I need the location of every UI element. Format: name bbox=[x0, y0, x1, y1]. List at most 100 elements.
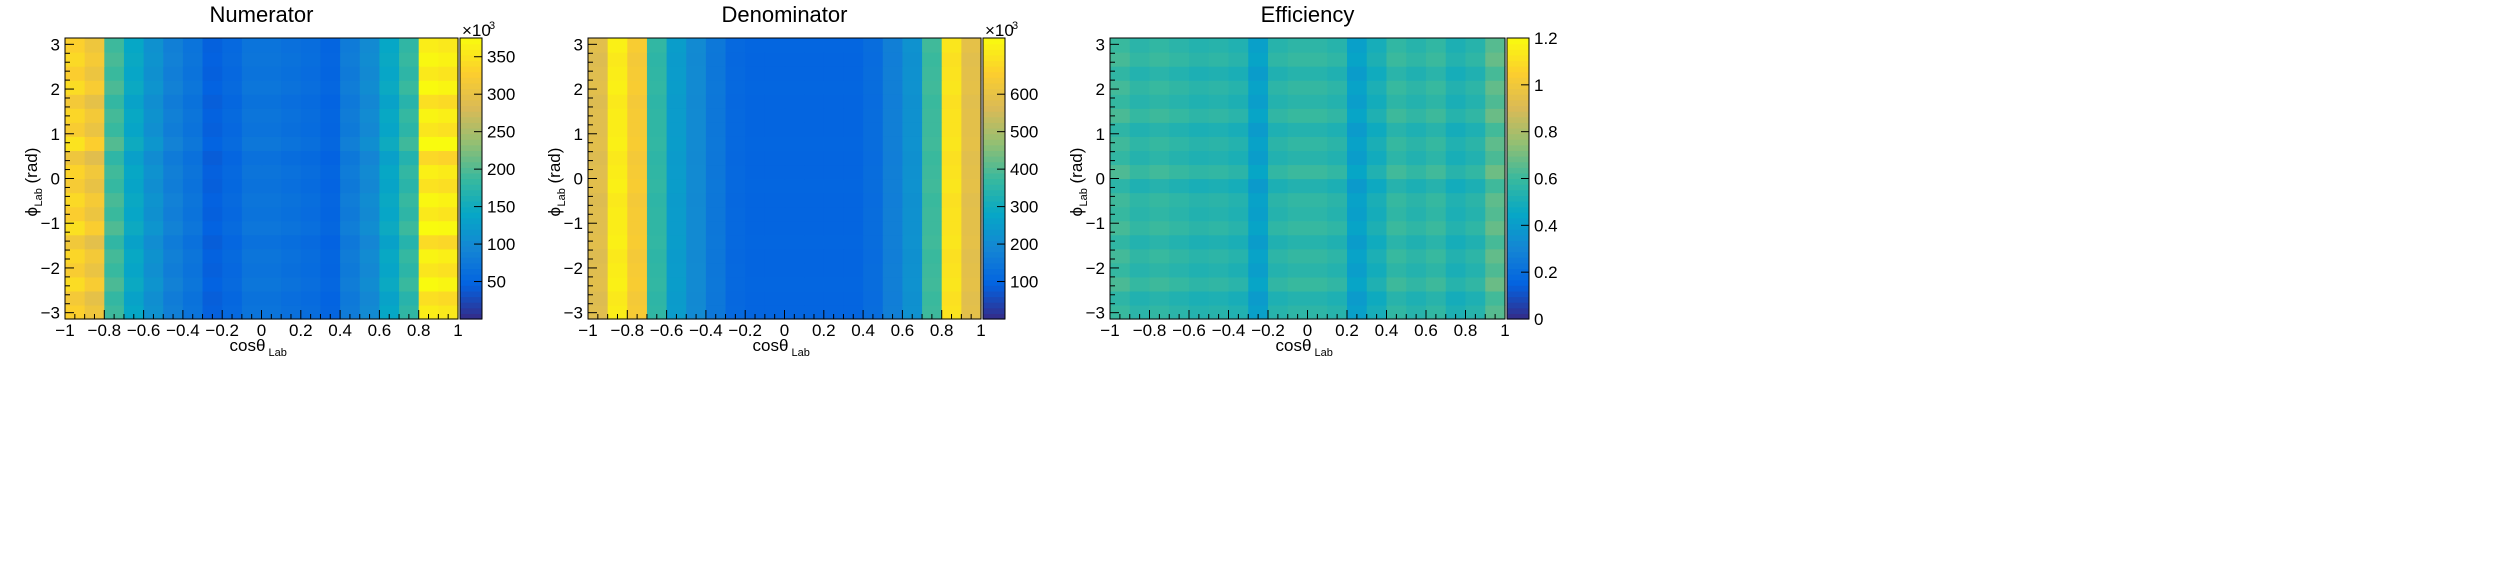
heatmap-cell bbox=[65, 38, 86, 53]
heatmap-cell bbox=[686, 304, 707, 320]
heatmap-cell bbox=[1485, 136, 1506, 151]
color-bar-step bbox=[1507, 307, 1529, 314]
heatmap-cell bbox=[1426, 262, 1447, 278]
heatmap-cell bbox=[1307, 164, 1328, 180]
heatmap-cell bbox=[1406, 290, 1427, 306]
heatmap-cell bbox=[607, 220, 628, 236]
heatmap-cell bbox=[359, 178, 380, 194]
heatmap-cell bbox=[843, 178, 864, 194]
color-bar-step bbox=[460, 290, 482, 298]
heatmap-cell bbox=[1248, 206, 1269, 222]
heatmap-cell bbox=[399, 38, 420, 53]
color-bar-step bbox=[983, 206, 1005, 213]
heatmap-cell bbox=[686, 192, 707, 208]
heatmap-cell bbox=[745, 38, 766, 53]
z-tick-label: 0.4 bbox=[1534, 216, 1558, 235]
y-tick-label: 0 bbox=[1096, 170, 1105, 189]
heatmap-cell bbox=[902, 248, 923, 264]
heatmap-cell bbox=[784, 150, 805, 166]
heatmap-cell bbox=[379, 220, 400, 236]
heatmap-cell bbox=[882, 52, 903, 67]
heatmap-cell bbox=[143, 108, 164, 123]
heatmap-cell bbox=[202, 178, 223, 194]
heatmap-cell bbox=[261, 206, 282, 222]
heatmap-cell bbox=[1287, 220, 1309, 236]
heatmap-cell bbox=[359, 122, 380, 137]
heatmap-cell bbox=[764, 52, 786, 67]
heatmap-cell bbox=[1307, 234, 1328, 250]
heatmap-cell bbox=[902, 108, 923, 123]
heatmap-cell bbox=[1307, 304, 1328, 320]
heatmap-cell bbox=[1110, 276, 1131, 292]
color-bar-step bbox=[1507, 77, 1529, 84]
heatmap-cell bbox=[1327, 80, 1348, 95]
heatmap-cell bbox=[1366, 248, 1388, 264]
heatmap-cell bbox=[1169, 178, 1190, 194]
heatmap-cell bbox=[1347, 206, 1368, 222]
x-tick-label: −0.2 bbox=[205, 321, 239, 340]
heatmap-cell bbox=[320, 206, 341, 222]
x-tick-label: 1 bbox=[453, 321, 462, 340]
heatmap-cell bbox=[1485, 206, 1506, 222]
heatmap-cell bbox=[745, 66, 766, 81]
heatmap-cell bbox=[863, 248, 884, 264]
heatmap-cell bbox=[1366, 52, 1388, 67]
color-bar-step bbox=[460, 139, 482, 146]
x-tick-label: 0.6 bbox=[368, 321, 392, 340]
heatmap-cell bbox=[84, 304, 105, 320]
heatmap-cell bbox=[65, 94, 86, 109]
heatmap-cell bbox=[941, 122, 962, 137]
x-tick-label: −0.4 bbox=[689, 321, 723, 340]
heatmap-cell bbox=[300, 220, 322, 236]
heatmap-cell bbox=[202, 206, 223, 222]
heatmap-cell bbox=[1426, 108, 1447, 123]
heatmap-cell bbox=[784, 164, 805, 180]
color-bar-step bbox=[460, 184, 482, 191]
heatmap-cell bbox=[182, 94, 204, 109]
color-bar-step bbox=[460, 38, 482, 45]
heatmap-cell bbox=[359, 136, 380, 151]
heatmap-cell bbox=[359, 38, 380, 53]
heatmap-cell bbox=[823, 290, 845, 306]
heatmap-cell bbox=[65, 192, 86, 208]
heatmap-cell bbox=[399, 234, 420, 250]
heatmap-cell bbox=[340, 94, 361, 109]
heatmap-cell bbox=[1386, 262, 1407, 278]
color-bar-step bbox=[1507, 200, 1529, 208]
heatmap-cell bbox=[1110, 220, 1131, 236]
heatmap-cell bbox=[1386, 136, 1407, 151]
heatmap-cell bbox=[1287, 276, 1309, 292]
x-tick-label: 0.4 bbox=[851, 321, 875, 340]
heatmap-cell bbox=[725, 122, 746, 137]
heatmap-cell bbox=[902, 52, 923, 67]
heatmap-cell bbox=[686, 150, 707, 166]
heatmap-cell bbox=[882, 150, 903, 166]
y-axis-label: ϕ bbox=[1067, 207, 1086, 217]
heatmap-cell bbox=[902, 276, 923, 292]
heatmap-cell bbox=[1426, 304, 1447, 320]
heatmap-cell bbox=[438, 108, 459, 123]
color-bar-step bbox=[1507, 99, 1529, 107]
heatmap-cell bbox=[823, 304, 845, 320]
heatmap-cell bbox=[725, 94, 746, 109]
heatmap-cell bbox=[1228, 192, 1249, 208]
heatmap-cell bbox=[1287, 234, 1309, 250]
heatmap-cell bbox=[84, 206, 105, 222]
heatmap-cell bbox=[922, 178, 943, 194]
heatmap-cell bbox=[804, 94, 825, 109]
color-bar-step bbox=[1507, 156, 1529, 163]
heatmap-cell bbox=[843, 94, 864, 109]
heatmap-cell bbox=[1189, 234, 1210, 250]
y-tick-label: −1 bbox=[1086, 214, 1105, 233]
color-bar-step bbox=[983, 195, 1005, 202]
heatmap-cell bbox=[941, 66, 962, 81]
heatmap-cell bbox=[725, 66, 746, 81]
heatmap-cell bbox=[922, 276, 943, 292]
heatmap-cell bbox=[823, 192, 845, 208]
heatmap-cell bbox=[379, 80, 400, 95]
color-bar-step bbox=[460, 99, 482, 107]
heatmap-cell bbox=[1287, 94, 1309, 109]
heatmap-cell bbox=[163, 150, 184, 166]
heatmap-cell bbox=[1406, 108, 1427, 123]
